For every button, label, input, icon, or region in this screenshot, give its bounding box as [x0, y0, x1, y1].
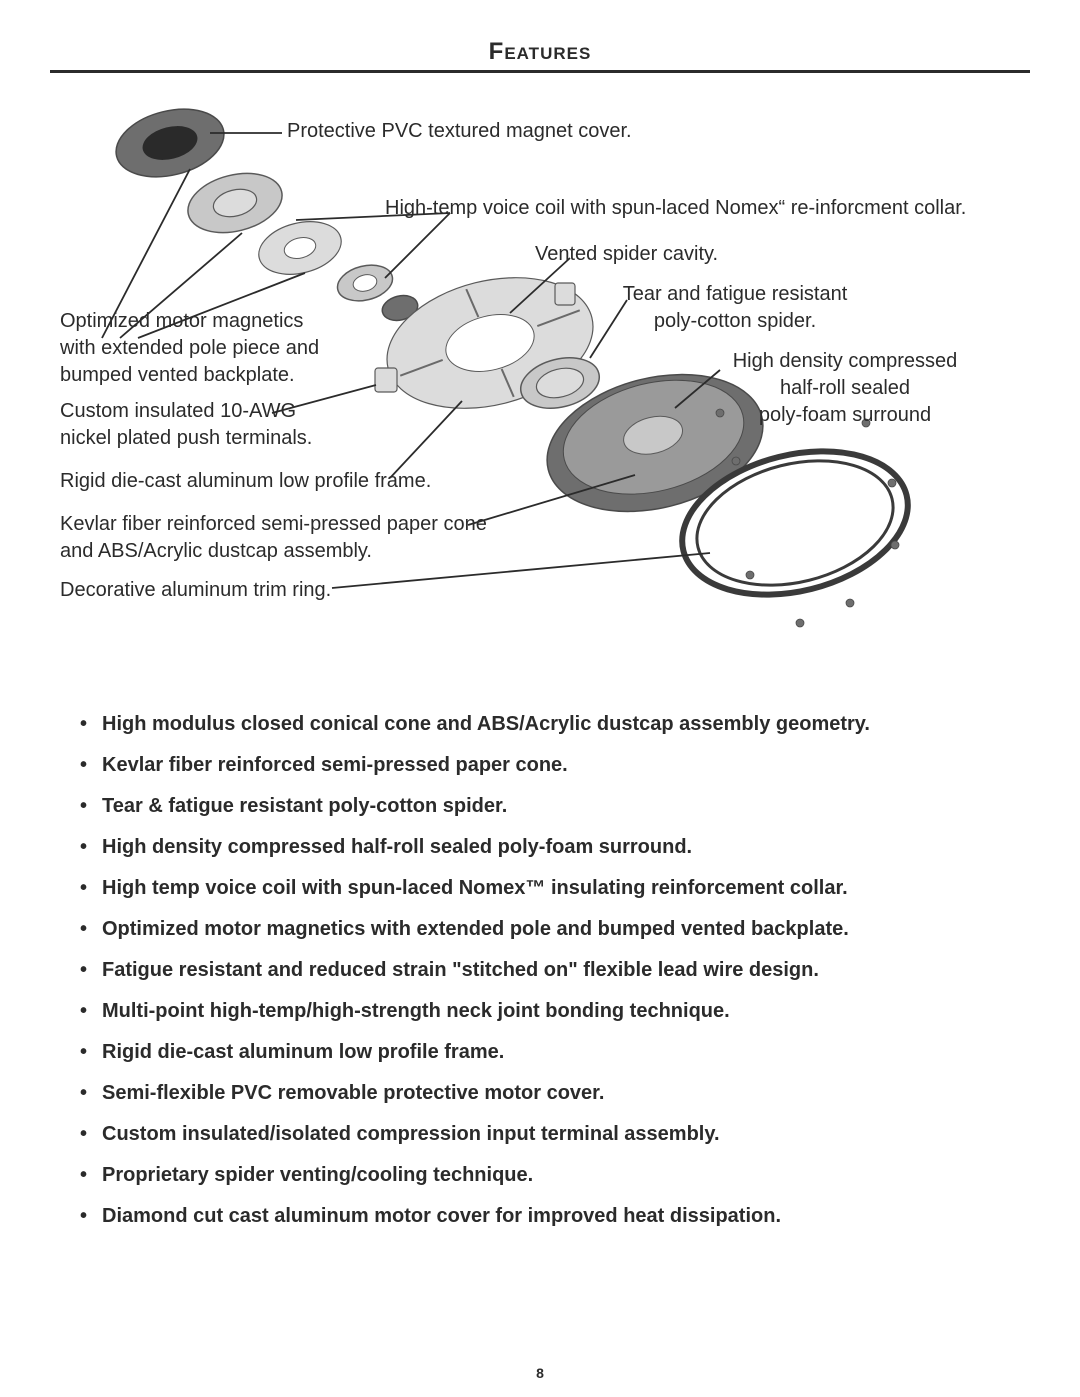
exploded-diagram: .part { fill:#c8c8c8; stroke:#5a5a5a; st… — [50, 83, 1030, 643]
section-title: Features — [50, 38, 1030, 66]
page-number: 8 — [0, 1365, 1080, 1381]
feature-item: Optimized motor magnetics with extended … — [80, 918, 1030, 941]
feature-item: Custom insulated/isolated compression in… — [80, 1123, 1030, 1146]
feature-item: High density compressed half-roll sealed… — [80, 836, 1030, 859]
callout-frame: Rigid die-cast aluminum low profile fram… — [60, 468, 431, 495]
feature-item: High temp voice coil with spun-laced Nom… — [80, 877, 1030, 900]
feature-item: Fatigue resistant and reduced strain "st… — [80, 959, 1030, 982]
callout-vented-spider: Vented spider cavity. — [535, 241, 718, 268]
feature-item: Diamond cut cast aluminum motor cover fo… — [80, 1205, 1030, 1228]
callout-voice-coil: High-temp voice coil with spun-laced Nom… — [385, 195, 966, 222]
feature-item: Proprietary spider venting/cooling techn… — [80, 1164, 1030, 1187]
features-list: High modulus closed conical cone and ABS… — [50, 713, 1030, 1228]
callout-motor-magnetics: Optimized motor magneticswith extended p… — [60, 308, 319, 389]
feature-item: Rigid die-cast aluminum low profile fram… — [80, 1041, 1030, 1064]
callout-terminals: Custom insulated 10-AWGnickel plated pus… — [60, 398, 312, 452]
callout-trim-ring: Decorative aluminum trim ring. — [60, 577, 331, 604]
feature-item: Semi-flexible PVC removable protective m… — [80, 1082, 1030, 1105]
page-container: Features .part { fill:#c8c8c8; stroke:#5… — [0, 0, 1080, 1266]
feature-item: Kevlar fiber reinforced semi-pressed pap… — [80, 754, 1030, 777]
feature-item: Tear & fatigue resistant poly-cotton spi… — [80, 795, 1030, 818]
title-rule — [50, 70, 1030, 73]
callout-tear-spider: Tear and fatigue resistantpoly-cotton sp… — [595, 281, 875, 335]
feature-item: High modulus closed conical cone and ABS… — [80, 713, 1030, 736]
callout-cone: Kevlar fiber reinforced semi-pressed pap… — [60, 511, 487, 565]
callout-surround: High density compressedhalf-roll sealedp… — [705, 348, 985, 429]
callout-pvc-cover: Protective PVC textured magnet cover. — [287, 118, 632, 145]
feature-item: Multi-point high-temp/high-strength neck… — [80, 1000, 1030, 1023]
